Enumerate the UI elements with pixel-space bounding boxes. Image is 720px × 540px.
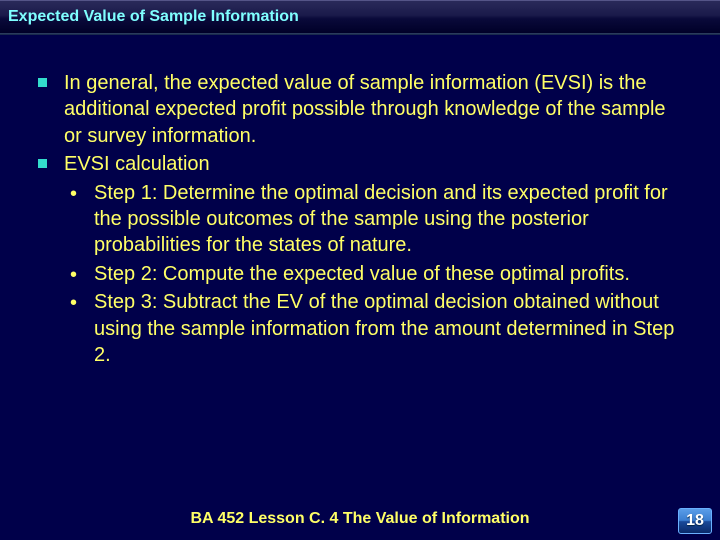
dot-bullet-icon: • — [70, 181, 77, 207]
title-bar: Expected Value of Sample Information — [0, 0, 720, 34]
square-bullet-icon — [38, 78, 47, 87]
list-item: In general, the expected value of sample… — [34, 70, 686, 149]
list-item: EVSI calculation • Step 1: Determine the… — [34, 151, 686, 368]
list-item: • Step 3: Subtract the EV of the optimal… — [64, 289, 686, 368]
page-number-badge: 18 — [678, 508, 712, 534]
list-item: • Step 2: Compute the expected value of … — [64, 261, 686, 287]
list-item: • Step 1: Determine the optimal decision… — [64, 180, 686, 259]
bullet-text: In general, the expected value of sample… — [64, 72, 666, 147]
sub-bullet-list: • Step 1: Determine the optimal decision… — [64, 180, 686, 369]
slide-footer: BA 452 Lesson C. 4 The Value of Informat… — [0, 510, 720, 528]
slide-title: Expected Value of Sample Information — [8, 8, 299, 26]
sub-bullet-text: Step 2: Compute the expected value of th… — [94, 263, 630, 285]
dot-bullet-icon: • — [70, 262, 77, 288]
title-underline — [0, 33, 720, 35]
bullet-list: In general, the expected value of sample… — [34, 70, 686, 368]
sub-bullet-text: Step 3: Subtract the EV of the optimal d… — [94, 291, 674, 366]
slide-content: In general, the expected value of sample… — [0, 34, 720, 368]
dot-bullet-icon: • — [70, 290, 77, 316]
square-bullet-icon — [38, 159, 47, 168]
page-number: 18 — [686, 512, 704, 530]
bullet-text: EVSI calculation — [64, 153, 210, 175]
sub-bullet-text: Step 1: Determine the optimal decision a… — [94, 182, 668, 257]
